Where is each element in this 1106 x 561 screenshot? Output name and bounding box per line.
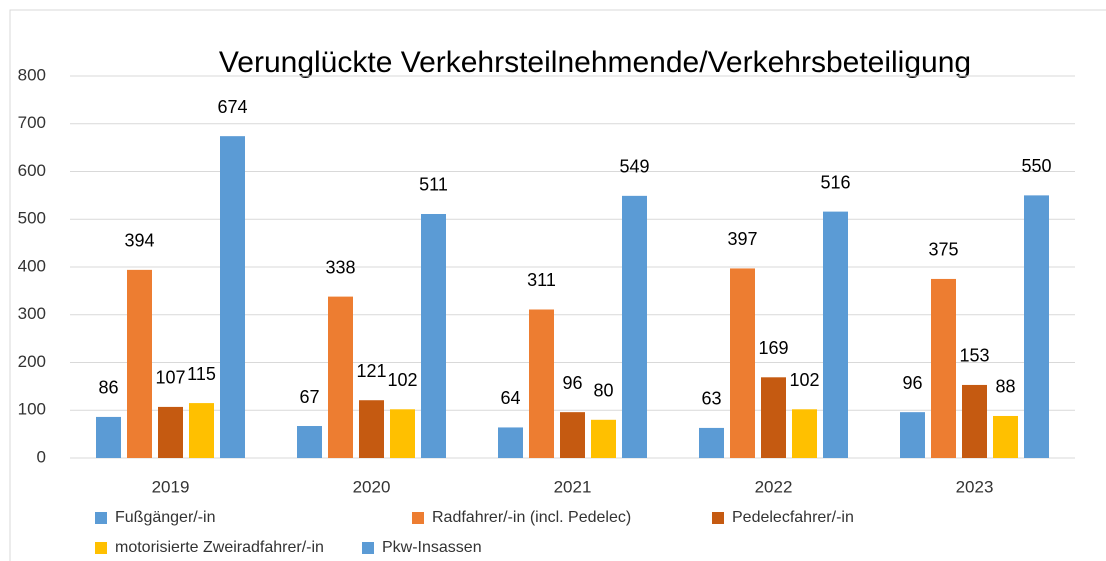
legend-label: Radfahrer/-in (incl. Pedelec) [432,509,631,526]
data-label: 511 [419,175,448,195]
bar [792,409,817,458]
y-tick-label: 0 [37,447,46,466]
bar [730,268,755,458]
bar [158,406,183,458]
data-label: 311 [527,270,556,290]
bar [622,195,647,459]
data-label: 397 [727,229,757,249]
legend-swatch [362,542,374,554]
data-label: 153 [959,346,989,366]
data-label: 549 [619,157,649,177]
data-label: 86 [98,378,118,398]
y-tick-label: 500 [18,209,46,228]
y-tick-label: 100 [18,400,46,419]
legend-swatch [412,512,424,524]
data-label: 88 [995,377,1015,397]
legend-swatch [95,512,107,524]
data-label: 121 [356,361,386,381]
chart-border [9,9,1106,561]
legend-label: motorisierte Zweiradfahrer/-in [115,539,324,556]
bar [220,136,245,459]
bar [560,412,585,458]
chart-title: Verunglückte Verkehrsteilnehmende/Verkeh… [219,46,971,79]
bar [1024,195,1049,458]
data-label: 96 [562,373,582,393]
data-label: 67 [299,387,319,407]
y-tick-label: 600 [18,161,46,180]
data-label: 80 [593,381,613,401]
bar [962,384,987,458]
bar [328,296,353,458]
bar [823,211,848,458]
data-label: 115 [187,364,216,384]
bar [931,278,956,458]
y-tick-label: 200 [18,352,46,371]
data-label: 169 [758,338,788,358]
legend-swatch [712,512,724,524]
data-label: 102 [789,370,819,390]
bar [390,409,415,458]
data-label: 63 [701,389,721,409]
y-tick-label: 700 [18,113,46,132]
data-label: 550 [1021,156,1051,176]
bar [591,419,616,458]
bar [96,416,121,458]
bar [900,412,925,458]
x-tick-label: 2023 [956,477,994,496]
data-label: 338 [325,257,355,277]
y-tick-label: 300 [18,304,46,323]
x-tick-label: 2019 [152,477,190,496]
legend-label: Pedelecfahrer/-in [732,509,854,526]
x-tick-label: 2022 [755,477,793,496]
bar [127,269,152,458]
bar [993,415,1018,458]
legend-label: Fußgänger/-in [115,509,216,526]
bar [529,309,554,458]
bar [189,403,214,458]
bar [359,400,384,458]
data-label: 107 [155,368,185,388]
x-tick-label: 2021 [554,477,592,496]
legend-swatch [95,542,107,554]
bar [421,213,446,458]
data-label: 102 [387,370,417,390]
data-label: 64 [500,388,520,408]
data-label: 96 [902,373,922,393]
y-tick-label: 800 [18,65,46,84]
y-tick-label: 400 [18,256,46,275]
data-label: 674 [217,97,247,117]
bar [498,427,523,458]
bar [699,427,724,458]
legend-label: Pkw-Insassen [382,539,482,556]
data-label: 375 [928,240,958,260]
bar [297,426,322,458]
data-label: 516 [820,172,850,192]
x-tick-label: 2020 [353,477,391,496]
bar [761,377,786,458]
data-label: 394 [124,231,154,251]
